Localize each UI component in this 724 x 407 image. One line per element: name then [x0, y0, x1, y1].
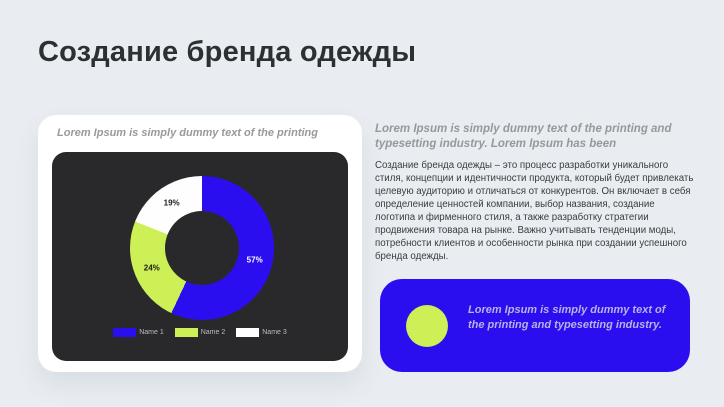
- page-title: Создание бренда одежды: [38, 36, 417, 68]
- donut-value-label: 57%: [246, 255, 263, 265]
- chart-card-caption: Lorem Ipsum is simply dummy text of the …: [57, 127, 318, 139]
- legend-swatch: [174, 328, 198, 337]
- legend-item: Name 1: [113, 328, 164, 337]
- circle-decoration: [406, 305, 448, 347]
- donut-hole: [165, 211, 239, 285]
- legend-label: Name 1: [139, 329, 164, 336]
- callout-card: Lorem Ipsum is simply dummy text of the …: [380, 279, 690, 372]
- donut-value-label: 24%: [143, 263, 160, 273]
- legend-label: Name 3: [262, 329, 287, 336]
- section-heading: Lorem Ipsum is simply dummy text of the …: [375, 123, 672, 150]
- donut-chart: [130, 176, 274, 320]
- chart-legend: Name 1 Name 2 Name 3: [52, 328, 348, 337]
- legend-label: Name 2: [200, 329, 226, 336]
- callout-text: Lorem Ipsum is simply dummy text of the …: [468, 304, 666, 331]
- donut-value-label: 19%: [163, 198, 180, 208]
- legend-item: Name 3: [236, 328, 287, 337]
- body-text: Создание бренда одежды – это процесс раз…: [375, 160, 694, 262]
- legend-item: Name 2: [174, 328, 226, 337]
- legend-swatch: [113, 328, 137, 337]
- legend-swatch: [236, 328, 260, 337]
- chart-card: Lorem Ipsum is simply dummy text of the …: [38, 115, 362, 372]
- chart-panel: 57% 24% 19% Name 1 Name 2 Name 3: [52, 152, 348, 361]
